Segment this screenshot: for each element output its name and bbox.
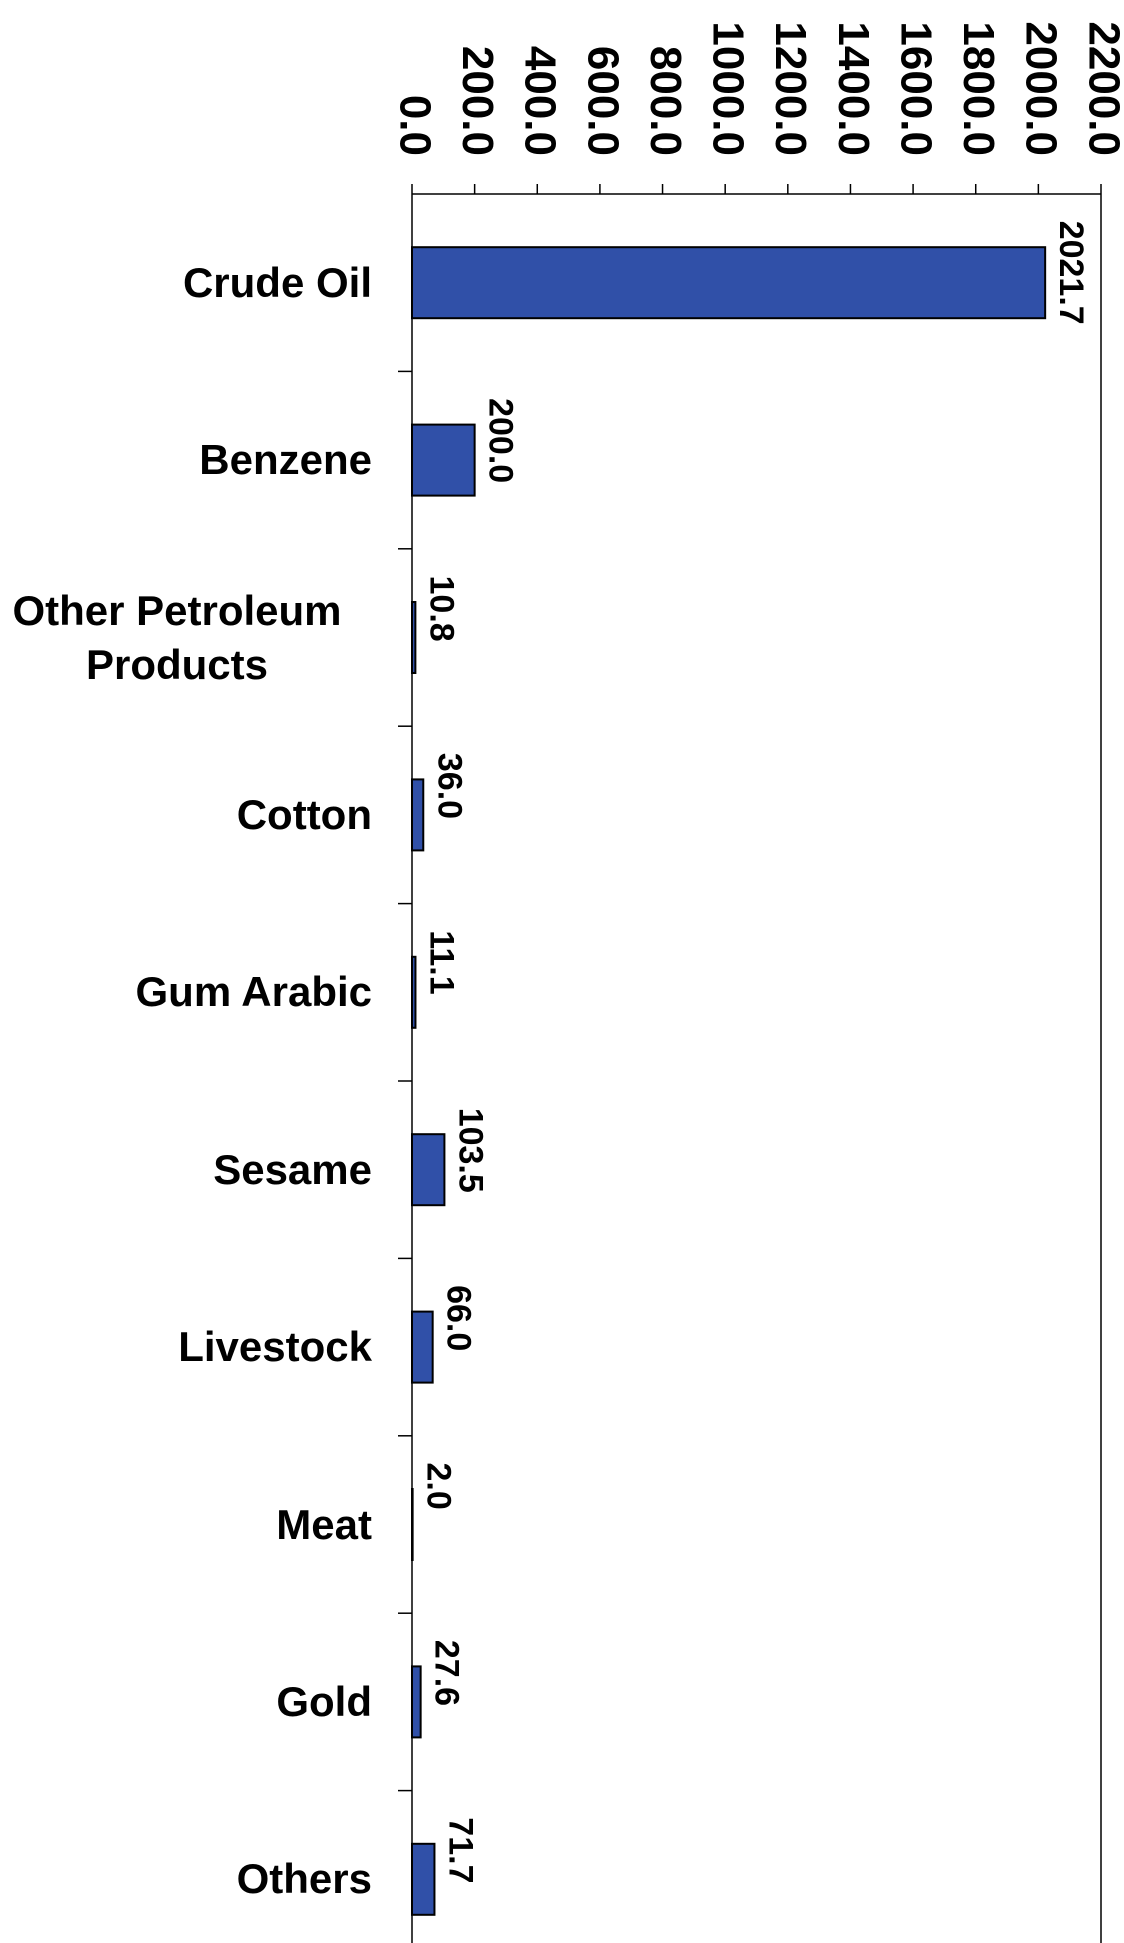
data-label: 103.5: [451, 1108, 489, 1193]
y-tick-label: Others: [236, 1855, 372, 1903]
data-label: 2021.7: [1052, 221, 1090, 325]
y-tick-label: Cotton: [236, 790, 372, 838]
x-tick-label: 200.0: [453, 46, 502, 156]
bar: [411, 1310, 434, 1384]
data-label: 2.0: [420, 1463, 458, 1510]
x-tick-label: 400.0: [516, 46, 565, 156]
x-tick-label: 1800.0: [954, 21, 1003, 156]
x-tick-label: 1600.0: [891, 21, 940, 156]
y-tick-label: Gold: [276, 1677, 372, 1725]
y-tick-label: Livestock: [178, 1323, 372, 1371]
x-tick-label: 2000.0: [1017, 21, 1066, 156]
y-tick-label: Other Petroleum Products: [12, 586, 342, 688]
data-label: 66.0: [440, 1285, 478, 1351]
data-label: 36.0: [430, 753, 468, 819]
data-label: 10.8: [422, 576, 460, 642]
bar: [411, 246, 1047, 320]
data-label: 11.1: [422, 930, 460, 994]
x-tick-label: 0.0: [390, 95, 439, 156]
x-tick-label: 2200.0: [1079, 21, 1124, 156]
bar: [411, 1488, 414, 1561]
data-label: 27.6: [428, 1640, 466, 1706]
y-tick-label: Gum Arabic: [135, 968, 373, 1016]
x-tick-label: 600.0: [578, 46, 627, 156]
x-tick-label: 1400.0: [829, 21, 878, 156]
data-label: 71.7: [441, 1817, 479, 1883]
y-tick-label: Meat: [276, 1500, 372, 1548]
x-tick-label: 1000.0: [704, 21, 753, 156]
data-label: 200.0: [482, 398, 520, 483]
y-tick-label: Crude Oil: [182, 258, 372, 306]
bar: [411, 1665, 422, 1739]
bar: [411, 1842, 436, 1916]
y-tick-label: Benzene: [199, 436, 372, 484]
bar: [411, 601, 417, 674]
bar: [411, 1133, 446, 1207]
bar: [411, 778, 425, 852]
x-tick-label: 800.0: [641, 46, 690, 156]
x-tick-label: 1200.0: [766, 21, 815, 156]
y-tick-label: Sesame: [213, 1145, 372, 1193]
bar: [411, 423, 476, 497]
bar: [411, 955, 417, 1029]
